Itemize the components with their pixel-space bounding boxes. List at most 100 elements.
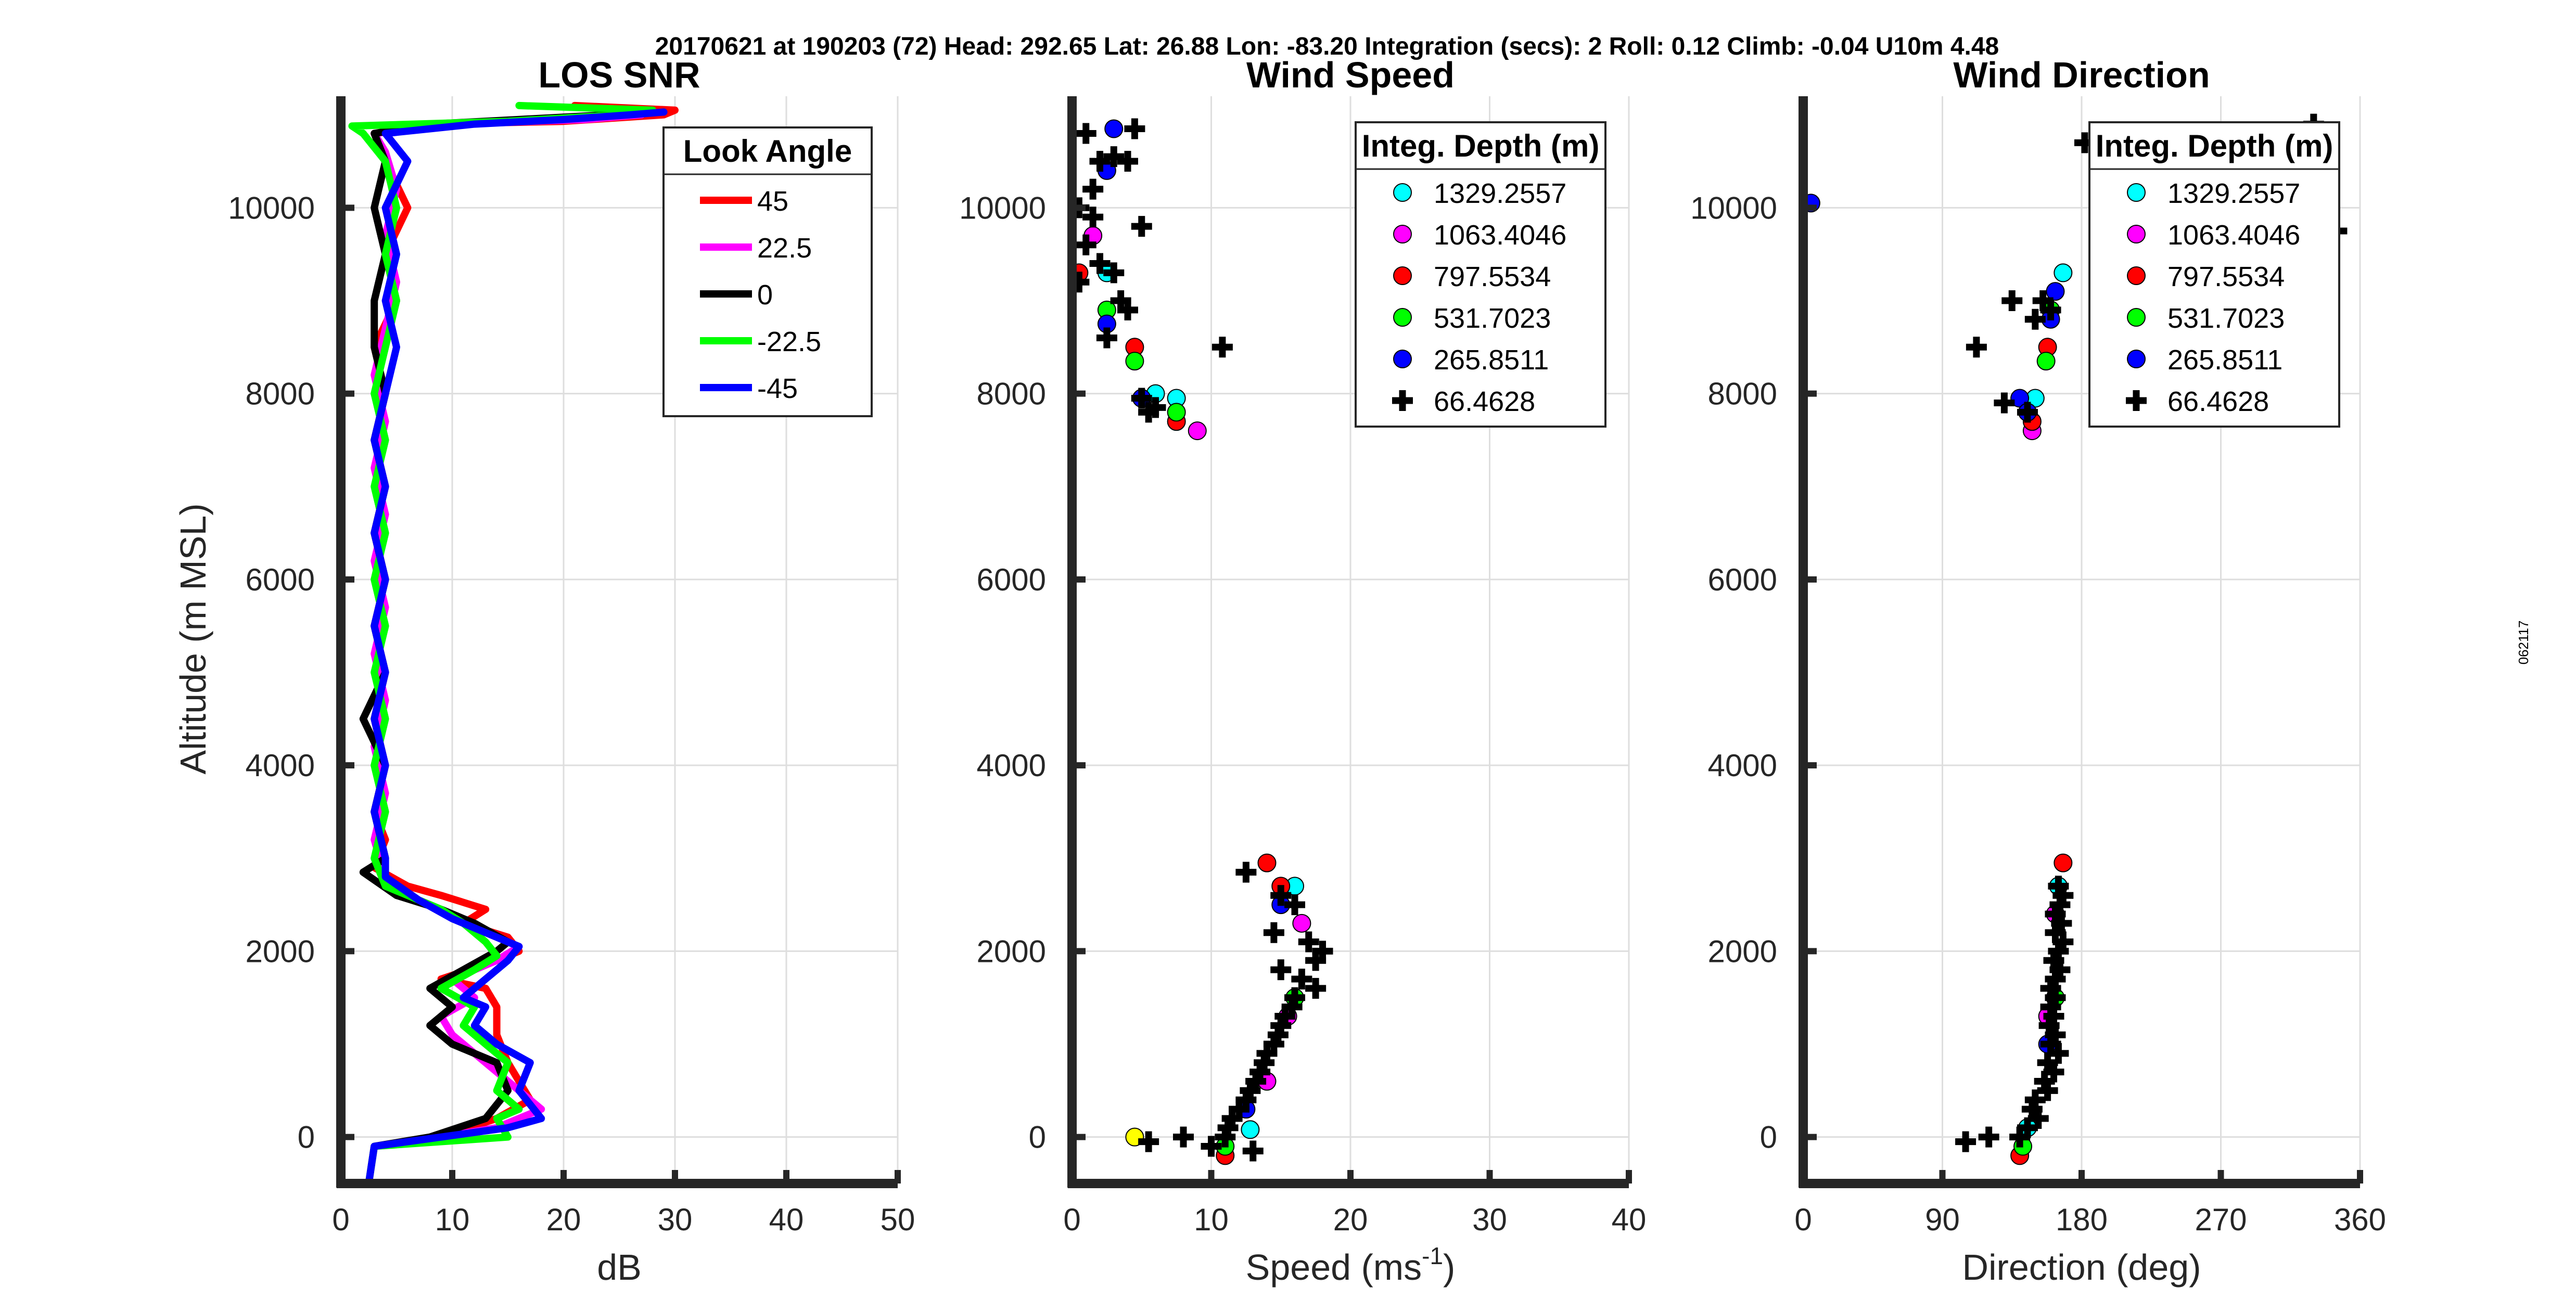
x-axis-label-superscript: -1: [1422, 1242, 1443, 1269]
legend: Look Angle 45 22.5 0 -22.5 -45: [662, 126, 873, 417]
x-axis-label-end: ): [1443, 1247, 1455, 1288]
legend-swatch: [1393, 183, 1412, 202]
legend-label: 1329.2557: [1434, 178, 1566, 209]
x-tick-label: 10: [1194, 1202, 1229, 1237]
legend-title: Integ. Depth (m): [2096, 128, 2333, 163]
point-series-797.5534: [1257, 853, 1277, 872]
legend-swatch: [1393, 350, 1412, 368]
point-series-66.4628: [2017, 402, 2038, 423]
panel-title: Wind Speed: [1246, 55, 1455, 95]
point-series-66.4628: [1082, 207, 1104, 228]
y-tick-label: 4000: [1708, 748, 1777, 783]
legend-swatch: [1392, 390, 1413, 411]
y-tick-label: 8000: [977, 377, 1046, 411]
legend-swatch: [1393, 225, 1412, 243]
y-tick-label: 4000: [977, 748, 1046, 783]
point-series-66.4628: [1138, 1131, 1159, 1152]
point-series-66.4628: [1298, 931, 1319, 953]
legend-label: -22.5: [757, 326, 821, 357]
y-tick-label: 6000: [1708, 562, 1777, 597]
legend-label: 531.7023: [1434, 303, 1551, 334]
legend-swatch: [1393, 308, 1412, 327]
legend-swatch: [2126, 390, 2147, 411]
plot-area: [1803, 113, 2348, 1165]
point-series-66.4628: [2024, 308, 2046, 330]
figure-suptitle: 20170621 at 190203 (72) Head: 292.65 Lat…: [655, 33, 1999, 60]
legend-title: Integ. Depth (m): [1362, 128, 1600, 163]
point-series-66.4628: [1089, 253, 1111, 274]
legend-label: 1063.4046: [2167, 220, 2300, 251]
point-series-531.7023: [1167, 403, 1186, 422]
point-series-66.4628: [1235, 861, 1257, 883]
y-tick-label: 0: [298, 1120, 315, 1155]
wind-speed-panel: 0 10 20 30 40 0 2000 4000 6000 8000 10000 Wind Spee…: [959, 55, 1646, 1288]
y-tick-label: 2000: [977, 934, 1046, 969]
legend-label: 1063.4046: [1434, 220, 1566, 251]
legend-label: 1329.2557: [2167, 178, 2300, 209]
x-tick-label: 40: [1612, 1202, 1647, 1237]
legend-label: 531.7023: [2167, 303, 2285, 334]
plot-area: [1072, 118, 1333, 1165]
point-series-1063.4046: [1188, 421, 1207, 441]
y-tick-label: 4000: [246, 748, 315, 783]
legend-label: -45: [757, 373, 798, 404]
x-tick-label: 90: [1925, 1202, 1960, 1237]
point-series-66.4628: [1284, 894, 1305, 916]
point-series-66.4628: [2040, 299, 2061, 320]
y-tick-label: 6000: [977, 562, 1046, 597]
legend-swatch: [2127, 308, 2146, 327]
point-series-66.4628: [1117, 151, 1138, 172]
legend-label: 797.5534: [1434, 261, 1551, 292]
legend-label: 265.8511: [2167, 344, 2282, 376]
point-series-1329.2557: [1241, 1120, 1260, 1139]
point-series-1329.2557: [2054, 263, 2073, 282]
point-series-66.4628: [1966, 337, 1987, 358]
legend-label: 22.5: [757, 233, 812, 264]
y-tick-label: 6000: [246, 562, 315, 597]
point-series-66.4628: [1173, 1126, 1194, 1148]
point-series-66.4628: [1131, 216, 1152, 237]
x-tick-label: 0: [1794, 1202, 1812, 1237]
y-axis-label: Altitude (m MSL): [173, 503, 213, 774]
y-tick-label: 10000: [228, 190, 315, 225]
y-tick-label: 0: [1760, 1120, 1777, 1155]
point-series-66.4628: [1305, 950, 1327, 971]
wind-direction-panel: 0 90 180 270 360 0 2000 4000 6000 8000 10000 Wind D…: [1690, 55, 2386, 1288]
x-tick-label: 10: [435, 1202, 470, 1237]
point-series-66.4628: [1955, 1131, 1976, 1152]
point-series-531.7023: [2036, 352, 2056, 371]
x-axis-label: dB: [597, 1247, 642, 1288]
point-series-797.5534: [2054, 853, 2073, 872]
x-axis-label: Speed (ms-1): [1246, 1242, 1456, 1288]
point-series-66.4628: [1096, 327, 1117, 349]
point-series-66.4628: [2037, 1080, 2058, 1101]
point-series-66.4628: [1201, 1136, 1222, 1157]
panel-title: Wind Direction: [1953, 55, 2210, 95]
legend: Integ. Depth (m) 1329.2557 1063.4046 797.55…: [2088, 121, 2340, 428]
x-tick-label: 270: [2195, 1202, 2247, 1237]
x-tick-label: 0: [332, 1202, 349, 1237]
point-series-66.4628: [1103, 262, 1125, 284]
legend-label: 265.8511: [1434, 344, 1549, 376]
point-series-66.4628: [1212, 337, 1233, 358]
legend-swatch: [2127, 350, 2146, 368]
panel-title: LOS SNR: [538, 55, 700, 95]
x-tick-label: 20: [546, 1202, 581, 1237]
y-tick-label: 10000: [959, 190, 1046, 225]
y-tick-label: 8000: [1708, 377, 1777, 411]
y-tick-label: 0: [1029, 1120, 1046, 1155]
point-series-66.4628: [2009, 1126, 2031, 1148]
point-series-66.4628: [1994, 392, 2015, 414]
x-tick-label: 180: [2056, 1202, 2108, 1237]
point-series-66.4628: [1103, 146, 1125, 168]
point-series-66.4628: [1270, 885, 1292, 906]
point-series-66.4628: [1082, 178, 1104, 200]
point-series-66.4628: [1075, 234, 1096, 255]
x-tick-label: 30: [1472, 1202, 1507, 1237]
legend-label: 45: [757, 186, 788, 217]
legend-label: 0: [757, 279, 773, 311]
point-series-66.4628: [1263, 922, 1284, 943]
x-tick-label: 40: [769, 1202, 804, 1237]
plot-area: [348, 101, 679, 1184]
